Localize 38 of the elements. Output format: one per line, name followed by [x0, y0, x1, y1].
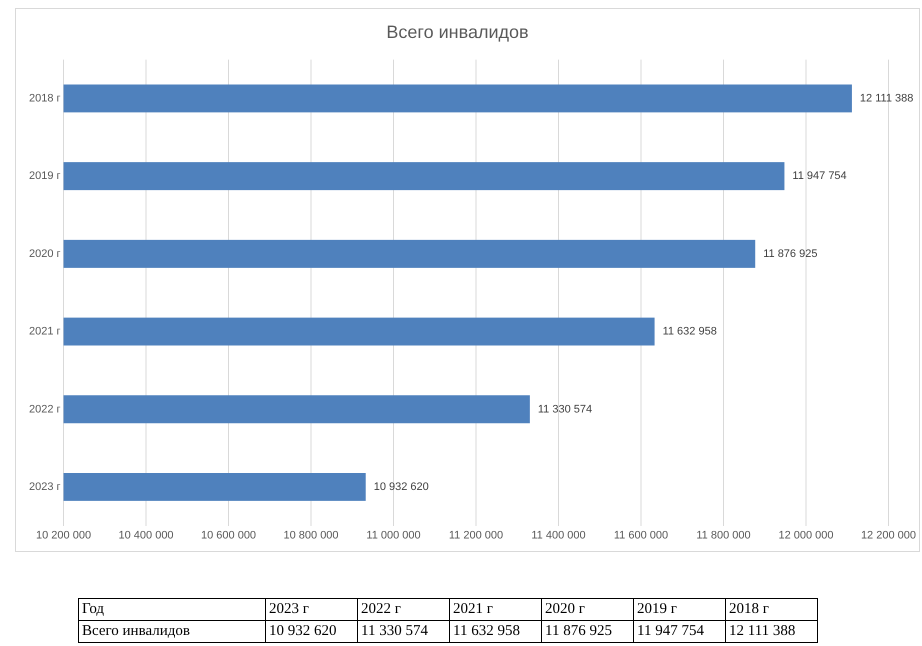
- x-tick-label: 10 600 000: [200, 529, 256, 542]
- x-tick-label: 10 200 000: [36, 529, 92, 542]
- x-tick-label: 11 200 000: [448, 529, 504, 542]
- x-tick-label: 10 400 000: [118, 529, 174, 542]
- x-tick-label: 12 200 000: [860, 529, 916, 542]
- x-tick-label: 12 000 000: [778, 529, 834, 542]
- y-tick-label: 2019 г: [28, 170, 61, 182]
- text: 11 632 958: [453, 623, 520, 639]
- data-label: 10 932 620: [374, 480, 429, 493]
- data-label: 11 876 925: [763, 248, 818, 260]
- text: 11 330 574: [361, 623, 428, 639]
- x-tick-label: 11 600 000: [614, 529, 668, 542]
- x-tick-label: 10 800 000: [283, 529, 339, 542]
- category-label: 2018 г: [729, 601, 769, 617]
- y-tick-label: 2022 г: [28, 403, 61, 416]
- y-tick-label: 2018 г: [28, 92, 61, 104]
- category-label: 2023 г: [269, 601, 309, 617]
- category-label: 2019 г: [637, 601, 677, 617]
- data-label: 11 330 574: [538, 403, 592, 416]
- text: Год: [78, 598, 266, 620]
- y-tick-label: 2020 г: [28, 248, 61, 260]
- category-label: 2020 г: [545, 601, 585, 617]
- text: 10 932 620: [269, 623, 336, 639]
- category-label: 2021 г: [453, 601, 493, 617]
- text: 12 111 388: [729, 623, 796, 639]
- chart-title: Всего инвалидов: [386, 22, 529, 42]
- text: 11 876 925: [545, 623, 612, 639]
- y-tick-label: 2023 г: [28, 480, 61, 493]
- x-tick-label: 11 000 000: [366, 529, 421, 542]
- text: 11 947 754: [637, 623, 704, 639]
- data-label: 11 947 754: [792, 170, 847, 182]
- y-tick-label: 2021 г: [28, 326, 61, 338]
- data-label: 12 111 388: [860, 92, 914, 104]
- data-label: 11 632 958: [662, 326, 717, 338]
- x-tick-label: 11 400 000: [531, 529, 586, 542]
- x-tick-label: 11 800 000: [696, 529, 751, 542]
- category-label: 2022 г: [361, 601, 401, 617]
- text: Всего инвалидов: [78, 620, 266, 642]
